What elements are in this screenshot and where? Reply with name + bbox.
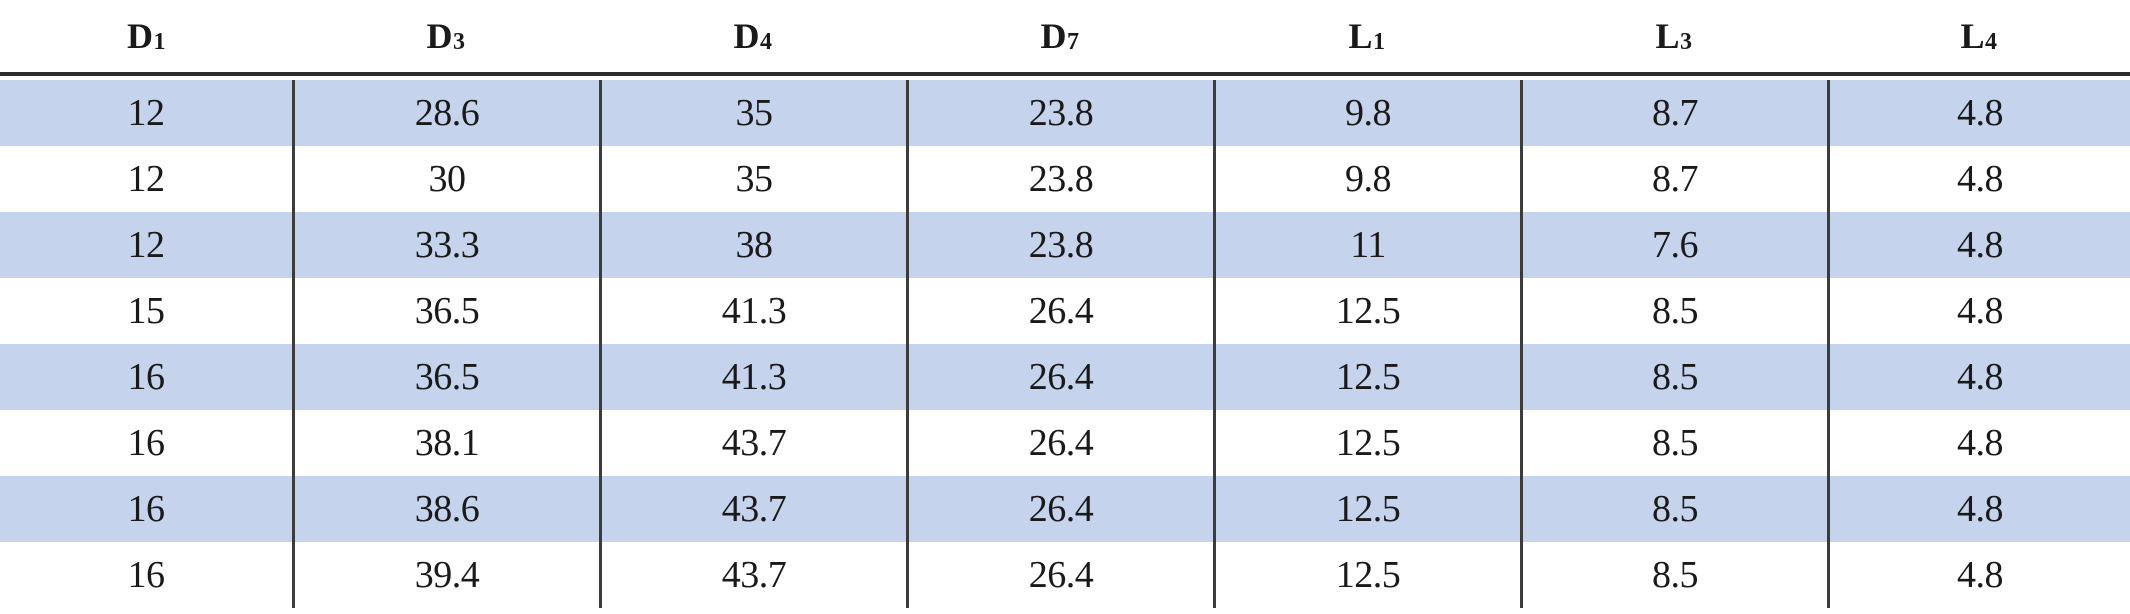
table-cell: 23.8	[906, 80, 1213, 146]
table-cell: 16	[127, 422, 166, 464]
table-cell: 38.1	[292, 410, 599, 476]
table-cell: 38.6	[292, 476, 599, 542]
table-cell: 8.5	[1520, 278, 1827, 344]
table-cell: 28.6	[292, 80, 599, 146]
table-cell: 26.4	[906, 344, 1213, 410]
table-cell: 30	[292, 146, 599, 212]
table-cell: 8.5	[1520, 542, 1827, 608]
table-cell: 8.5	[1520, 410, 1827, 476]
table-cell: 26.4	[906, 278, 1213, 344]
table-cell: 39.4	[292, 542, 599, 608]
table-cell: 4.8	[1827, 542, 2130, 608]
table-cell: 7.6	[1520, 212, 1827, 278]
table-row: 12 33.3 38 23.8 11 7.6 4.8	[0, 212, 2130, 278]
table-cell: 16	[127, 356, 166, 398]
table-row: 16 39.4 43.7 26.4 12.5 8.5 4.8	[0, 542, 2130, 608]
table-cell: 26.4	[906, 476, 1213, 542]
table-cell: 12	[127, 158, 166, 200]
table-cell: 4.8	[1827, 278, 2130, 344]
table-row: 16 38.6 43.7 26.4 12.5 8.5 4.8	[0, 476, 2130, 542]
table-cell: 23.8	[906, 146, 1213, 212]
table-cell: 41.3	[599, 278, 906, 344]
table-row: 12 28.6 35 23.8 9.8 8.7 4.8	[0, 80, 2130, 146]
table-row: 16 36.5 41.3 26.4 12.5 8.5 4.8	[0, 344, 2130, 410]
table-cell: 4.8	[1827, 476, 2130, 542]
table-cell: 9.8	[1213, 80, 1520, 146]
table-cell: 8.7	[1520, 146, 1827, 212]
table-cell: 4.8	[1827, 80, 2130, 146]
table-cell: 4.8	[1827, 344, 2130, 410]
table-cell: 23.8	[906, 212, 1213, 278]
table-cell: 35	[599, 80, 906, 146]
table-cell: 12.5	[1213, 410, 1520, 476]
table-cell: 12.5	[1213, 344, 1520, 410]
table-cell: 12.5	[1213, 476, 1520, 542]
table-cell: 11	[1213, 212, 1520, 278]
table-cell: 36.5	[292, 344, 599, 410]
table-cell: 4.8	[1827, 212, 2130, 278]
table-cell: 8.5	[1520, 344, 1827, 410]
table-cell: 26.4	[906, 542, 1213, 608]
table-cell: 8.7	[1520, 80, 1827, 146]
table-row: 16 38.1 43.7 26.4 12.5 8.5 4.8	[0, 410, 2130, 476]
table-cell: 26.4	[906, 410, 1213, 476]
table-cell: 43.7	[599, 410, 906, 476]
table-row: 12 30 35 23.8 9.8 8.7 4.8	[0, 146, 2130, 212]
table-cell: 12.5	[1213, 542, 1520, 608]
table-cell: 12	[127, 92, 166, 134]
table-cell: 43.7	[599, 542, 906, 608]
table-cell: 4.8	[1827, 410, 2130, 476]
table-cell: 33.3	[292, 212, 599, 278]
table-cell: 35	[599, 146, 906, 212]
table-cell: 41.3	[599, 344, 906, 410]
table-cell: 12	[127, 224, 166, 266]
table-cell: 15	[127, 290, 166, 332]
table-cell: 43.7	[599, 476, 906, 542]
table-cell: 9.8	[1213, 146, 1520, 212]
table-cell: 8.5	[1520, 476, 1827, 542]
table-cell: 36.5	[292, 278, 599, 344]
table-cell: 4.8	[1827, 146, 2130, 212]
table-cell: 12.5	[1213, 278, 1520, 344]
table-cell: 16	[127, 488, 166, 530]
table-cell: 16	[127, 554, 166, 596]
table-cell: 38	[599, 212, 906, 278]
table-row: 15 36.5 41.3 26.4 12.5 8.5 4.8	[0, 278, 2130, 344]
